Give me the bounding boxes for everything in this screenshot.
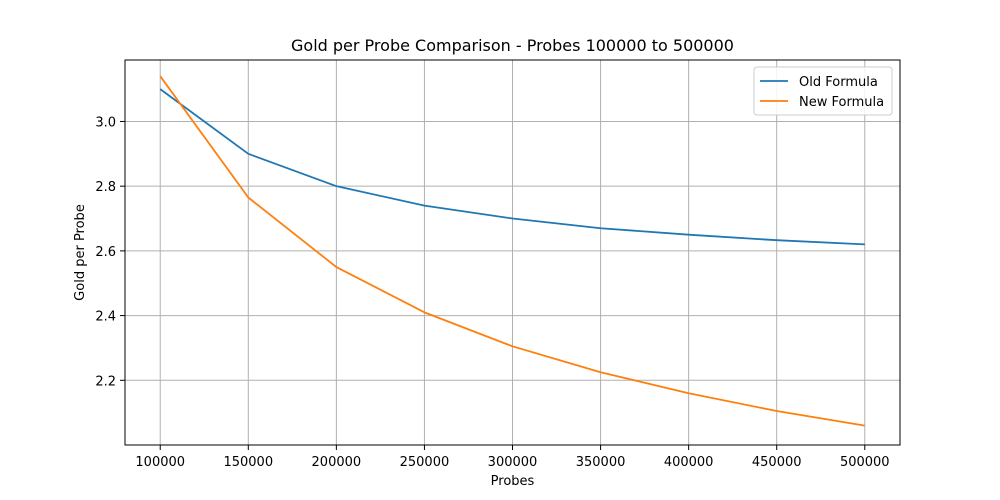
x-tick-label: 100000 [135,455,185,470]
x-tick-label: 400000 [664,455,714,470]
y-tick-label: 2.8 [95,180,116,195]
x-tick-label: 500000 [840,455,890,470]
x-tick-label: 350000 [576,455,626,470]
x-axis-label: Probes [491,474,535,489]
legend: Old Formula New Formula [753,66,893,116]
y-axis-label: Gold per Probe [73,204,88,301]
x-tick-label: 250000 [400,455,450,470]
series-line-0 [159,88,865,246]
x-tick-label: 150000 [223,455,273,470]
y-tick-label: 2.6 [95,245,116,260]
chart-title: Gold per Probe Comparison - Probes 10000… [291,36,734,55]
y-tick-label: 3.0 [95,115,116,130]
grid-lines [125,60,900,445]
legend-box [753,66,893,116]
series-line-1 [159,75,865,427]
series-lines [159,75,865,427]
y-axis-ticks: 2.2 2.4 2.6 2.8 3.0 [95,115,125,389]
x-tick-label: 300000 [488,455,538,470]
x-tick-label: 200000 [312,455,362,470]
y-tick-label: 2.2 [95,374,116,389]
x-axis-ticks: 100000 150000 200000 250000 300000 350000 4000… [135,445,890,470]
legend-label-0: Old Formula [799,75,878,90]
legend-label-1: New Formula [799,95,884,110]
y-tick-label: 2.4 [95,310,116,325]
x-tick-label: 450000 [752,455,802,470]
